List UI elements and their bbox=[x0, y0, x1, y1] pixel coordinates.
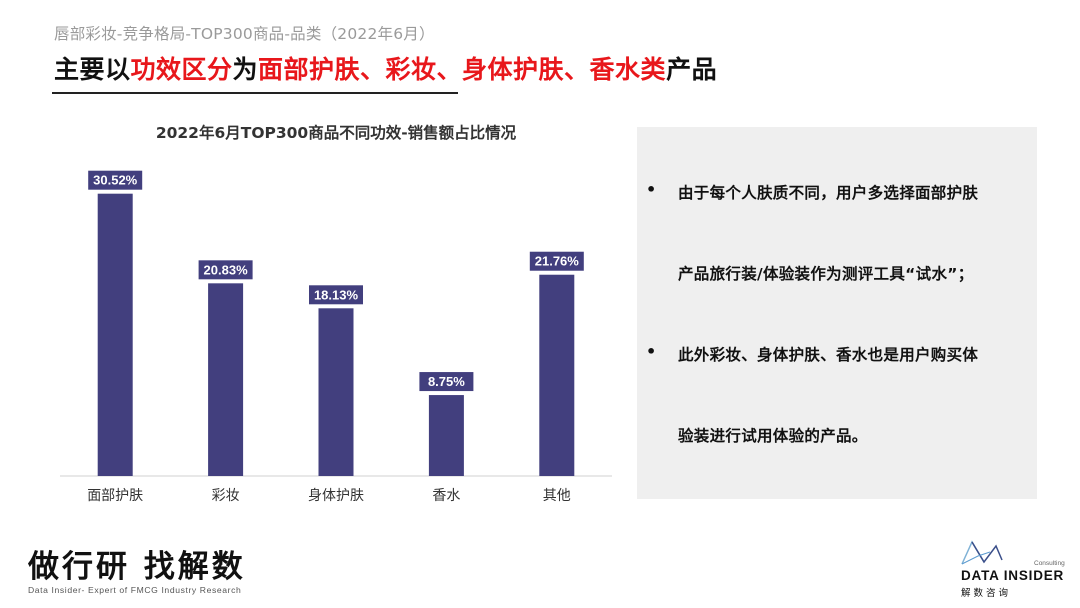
bar-1 bbox=[208, 283, 244, 476]
x-tick-label-0: 面部护肤 bbox=[87, 488, 143, 504]
logo-chinese-name: 解数咨询 bbox=[961, 588, 1012, 599]
bullet-dot: • bbox=[646, 180, 657, 199]
footer-slogan: 做行研 找解数 bbox=[28, 549, 246, 585]
logo-name: DATA INSIDER bbox=[961, 568, 1065, 583]
x-tick-label-1: 彩妆 bbox=[212, 488, 240, 504]
data-label-box-1 bbox=[198, 260, 253, 280]
data-label-0: 30.52% bbox=[93, 173, 138, 188]
data-label-box-2 bbox=[309, 285, 363, 305]
headline-part-0: 主要以 bbox=[54, 55, 131, 84]
headline-part-4: 产品 bbox=[666, 55, 718, 84]
bar-0 bbox=[97, 193, 133, 476]
bar-4 bbox=[539, 274, 575, 476]
page-subtitle: 唇部彩妆-竞争格局-TOP300商品-品类（2022年6月） bbox=[54, 25, 435, 43]
x-tick-label-4: 其他 bbox=[543, 488, 571, 504]
insight-panel bbox=[637, 127, 1037, 499]
x-tick-label-3: 香水 bbox=[432, 488, 460, 504]
data-label-box-0 bbox=[88, 170, 143, 190]
data-label-3: 8.75% bbox=[428, 374, 465, 389]
insight-line-3: 验装进行试用体验的产品。 bbox=[678, 427, 868, 445]
footer-slogan-sub: Data Insider- Expert of FMCG Industry Re… bbox=[28, 585, 242, 595]
data-label-box-3 bbox=[419, 372, 474, 392]
insight-line-0: 由于每个人肤质不同，用户多选择面部护肤 bbox=[678, 184, 979, 202]
data-label-4: 21.76% bbox=[535, 254, 580, 269]
headline-part-1: 功效区分 bbox=[130, 55, 233, 84]
logo-tag: Consulting bbox=[1034, 560, 1065, 567]
headline-part-2: 为 bbox=[232, 55, 259, 84]
data-insider-logo-icon bbox=[961, 540, 1003, 565]
bar-chart: 30.52% 面部护肤 20.83% 彩妆 18.13% 身体护肤 8.75% 香水 21.76… bbox=[60, 170, 612, 504]
data-label-1: 20.83% bbox=[204, 262, 249, 277]
data-label-box-4 bbox=[529, 251, 584, 271]
chart-title: 2022年6月TOP300商品不同功效-销售额占比情况 bbox=[155, 124, 517, 142]
insight-line-2: 此外彩妆、身体护肤、香水也是用户购买体 bbox=[678, 346, 979, 364]
data-label-2: 18.13% bbox=[314, 287, 359, 302]
bar-3 bbox=[428, 395, 464, 476]
x-tick-label-2: 身体护肤 bbox=[308, 488, 364, 504]
headline-underline bbox=[52, 92, 458, 94]
headline-part-3: 面部护肤、彩妆、身体护肤、香水类 bbox=[258, 55, 667, 84]
page-headline: 主要以功效区分为面部护肤、彩妆、身体护肤、香水类产品 bbox=[54, 50, 717, 86]
bullet-dot: • bbox=[646, 342, 657, 361]
bar-2 bbox=[318, 308, 354, 476]
insight-line-1: 产品旅行装/体验装作为测评工具“试水”； bbox=[678, 265, 974, 283]
